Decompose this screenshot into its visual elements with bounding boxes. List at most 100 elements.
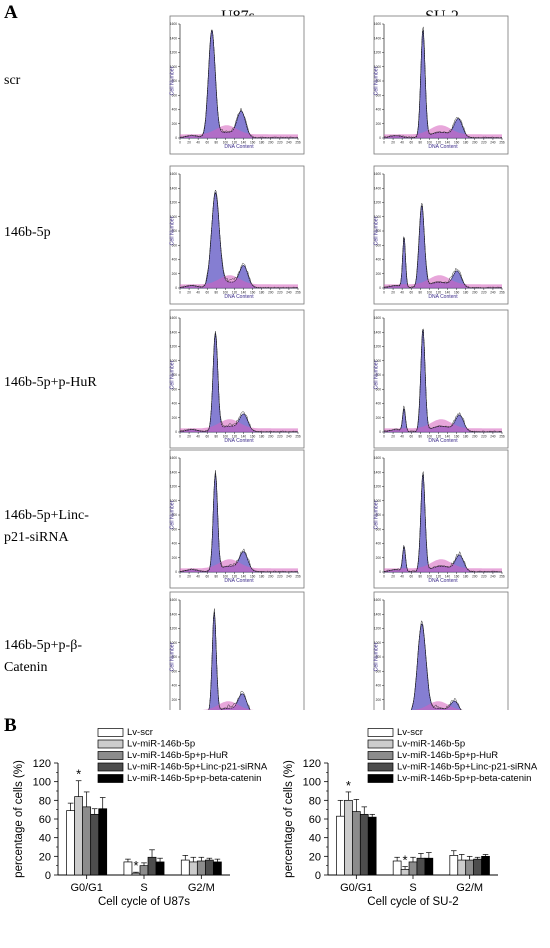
- bar: [180, 859, 190, 876]
- histogram-raw-trace: [410, 620, 463, 710]
- histogram-fit-line: [179, 191, 298, 289]
- row-label-line: Catenin: [4, 660, 48, 675]
- histogram-x-tick-label: 120: [232, 291, 238, 295]
- x-tick-label: S: [140, 882, 147, 894]
- histogram-y-tick-label: 1200: [374, 201, 381, 205]
- histogram-x-tick-label: 120: [436, 291, 442, 295]
- x-tick-label: G0/G1: [70, 882, 102, 894]
- histogram-x-tick-label: 80: [419, 141, 423, 145]
- y-tick-label: 20: [39, 851, 51, 863]
- histogram-s-phase-fill: [384, 125, 502, 138]
- histogram-x-tick-label: 120: [232, 141, 238, 145]
- histogram-y-tick-label: 600: [376, 387, 382, 391]
- histogram-y-tick-label: 600: [172, 243, 178, 247]
- histogram-x-tick-label: 60: [205, 141, 209, 145]
- histogram-y-tick-label: 600: [172, 93, 178, 97]
- histogram-y-tick-label: 1400: [170, 612, 177, 616]
- histogram-y-tick-label: 200: [376, 272, 382, 276]
- x-tick-label: S: [409, 882, 416, 894]
- histogram-y-tick-label: 200: [172, 416, 178, 420]
- histogram-x-tick-label: 100: [427, 291, 433, 295]
- bar: [213, 861, 222, 876]
- histogram-y-tick-label: 1000: [374, 359, 381, 363]
- histogram-x-tick-label: 240: [490, 141, 496, 145]
- histogram-x-tick-label: 20: [391, 435, 395, 439]
- histogram-y-tick-label: 400: [376, 258, 382, 262]
- y-tick-label: 40: [309, 833, 321, 845]
- bar-chart-1: Lv-scrLv-miR-146b-5pLv-miR-146b-5p+p-HuR…: [13, 727, 268, 908]
- histogram-y-tick-label: 1000: [374, 641, 381, 645]
- panel-b-letter: B: [4, 715, 17, 736]
- histogram-y-axis-label: Cell Number: [374, 66, 380, 95]
- histogram-x-tick-label: 240: [286, 141, 292, 145]
- histogram-x-tick-label: 256: [499, 435, 505, 439]
- histogram-panel: 0 200 400 600 800 1000 1200 1400 1600 0 20 40 60 80 10…: [170, 15, 305, 155]
- histogram-x-tick-label: 256: [295, 435, 301, 439]
- histogram-x-axis-label: DNA Content: [428, 144, 458, 150]
- histogram-y-tick-label: 400: [172, 108, 178, 112]
- histogram-x-tick-label: 140: [445, 291, 451, 295]
- histogram-x-tick-label: 256: [295, 575, 301, 579]
- histogram-raw-trace: [208, 608, 251, 710]
- histogram-y-tick-label: 1000: [374, 215, 381, 219]
- histogram-y-tick-label: 800: [172, 373, 178, 377]
- bar: [66, 810, 75, 876]
- histogram-x-tick-label: 100: [427, 575, 433, 579]
- legend-swatch: [367, 762, 394, 772]
- histogram-x-tick-label: 20: [187, 435, 191, 439]
- histogram-x-tick-label: 256: [499, 141, 505, 145]
- histogram-x-tick-label: 120: [436, 141, 442, 145]
- histogram-y-tick-label: 1400: [374, 612, 381, 616]
- histogram-fit-line: [179, 472, 298, 573]
- histogram-x-tick-label: 180: [463, 141, 469, 145]
- histogram-x-tick-label: 80: [215, 575, 219, 579]
- significance-asterisk: *: [346, 778, 351, 793]
- histogram-y-tick-label: 1000: [374, 65, 381, 69]
- histogram-x-tick-label: 180: [259, 435, 265, 439]
- histogram-x-tick-label: 200: [268, 575, 274, 579]
- bar: [416, 857, 426, 876]
- y-tick-label: 40: [39, 833, 51, 845]
- histogram-y-axis-label: Cell Number: [170, 66, 176, 95]
- histogram-y-tick-label: 1600: [170, 456, 177, 460]
- histogram-y-tick-label: 400: [172, 402, 178, 406]
- histogram-x-tick-label: 20: [187, 575, 191, 579]
- histogram-x-tick-label: 40: [196, 435, 200, 439]
- histogram-y-axis-label: Cell Number: [374, 500, 380, 529]
- histogram-frame: [373, 591, 509, 710]
- histogram-x-tick-label: 140: [445, 141, 451, 145]
- histogram-y-tick-label: 800: [172, 79, 178, 83]
- histogram-y-tick-label: 1200: [170, 345, 177, 349]
- histogram-y-tick-label: 200: [172, 556, 178, 560]
- legend-label: Lv-miR-146b-5p: [397, 739, 465, 750]
- histogram-x-tick-label: 80: [419, 435, 423, 439]
- legend-swatch: [367, 774, 394, 783]
- histogram-y-tick-label: 1600: [374, 172, 381, 176]
- bar: [473, 858, 482, 876]
- x-axis-label: Cell cycle of SU-2: [367, 896, 458, 908]
- histogram-y-tick-label: 800: [172, 229, 178, 233]
- histogram-x-tick-label: 20: [187, 141, 191, 145]
- row-label-146b-5p-linc-p21: 146b-5p+Linc- p21-siRNA: [4, 505, 154, 549]
- histogram-x-tick-label: 220: [481, 575, 487, 579]
- legend-label: Lv-scr: [127, 727, 153, 738]
- histogram-y-tick-label: 1200: [170, 51, 177, 55]
- bar: [424, 857, 434, 876]
- bar: [155, 861, 165, 876]
- histogram-x-tick-label: 40: [196, 575, 200, 579]
- histogram-y-tick-label: 1400: [170, 330, 177, 334]
- legend-label: Lv-scr: [397, 727, 423, 738]
- y-tick-label: 0: [45, 870, 51, 882]
- histogram-y-tick-label: 800: [376, 229, 382, 233]
- histogram-x-tick-label: 40: [400, 575, 404, 579]
- row-label-line: p21-siRNA: [4, 530, 69, 545]
- legend-swatch: [97, 751, 124, 760]
- bar: [359, 813, 369, 876]
- bar: [481, 855, 490, 876]
- histogram-fit-line: [383, 30, 502, 139]
- histogram-frame: [169, 591, 305, 710]
- histogram-y-tick-label: 600: [376, 527, 382, 531]
- histogram-x-tick-label: 120: [232, 435, 238, 439]
- legend-swatch: [367, 728, 394, 737]
- histogram-x-tick-label: 60: [409, 435, 413, 439]
